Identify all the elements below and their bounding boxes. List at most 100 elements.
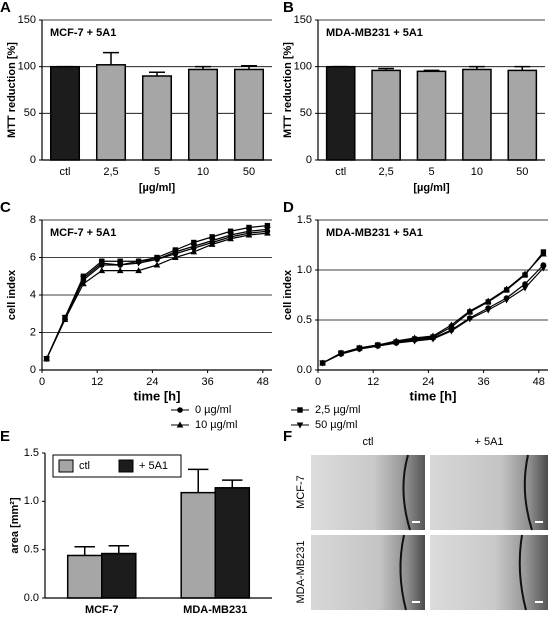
marker (503, 297, 510, 304)
annotation-bg (323, 224, 426, 241)
x-tick-label: 10 (471, 166, 483, 178)
micrograph (311, 535, 425, 610)
marker (190, 248, 198, 255)
x-tick-label: 10 (197, 166, 209, 178)
marker (337, 351, 345, 358)
bar (49, 65, 81, 161)
series-line (322, 264, 544, 364)
bar (180, 491, 216, 599)
y-tick-label: 0 (306, 154, 312, 166)
x-tick-label: 48 (257, 376, 269, 388)
x-tick-label: 36 (201, 376, 213, 388)
x-axis-label: [µg/ml] (139, 182, 176, 194)
marker (264, 222, 271, 229)
marker (466, 307, 474, 314)
x-axis-label: [µg/ml] (413, 182, 450, 194)
x-tick-label: 36 (477, 376, 489, 388)
marker (117, 258, 123, 264)
x-tick-label: MDA-MB231 (183, 604, 247, 615)
marker (135, 260, 142, 267)
panel-letter: F (283, 428, 292, 445)
annotation-bg (47, 224, 120, 241)
marker (135, 267, 142, 274)
marker (245, 228, 253, 235)
bar (66, 554, 103, 599)
annotation: MCF-7 + 5A1 (50, 227, 116, 239)
legend-marker (297, 407, 303, 413)
x-tick-label: 50 (516, 166, 528, 178)
y-tick-label: 4 (30, 289, 36, 301)
x-tick-label: ctl (60, 166, 71, 178)
wound-edge (399, 534, 407, 611)
marker (227, 228, 234, 234)
legend-label: 50 µg/ml (315, 419, 357, 431)
marker (521, 285, 529, 292)
y-tick-label: 1.5 (297, 214, 312, 226)
row-label: MDA-MB231 (295, 541, 307, 604)
marker (208, 238, 216, 245)
column-label: + 5A1 (474, 436, 503, 448)
error-bar (108, 545, 129, 554)
y-tick-label: 0.0 (24, 592, 39, 604)
annotation-bg (47, 24, 120, 41)
y-axis-label: cell index (282, 269, 294, 320)
y-tick-label: 0 (30, 364, 36, 376)
y-axis-label: area [mm²] (9, 497, 21, 554)
column-label: ctl (363, 436, 374, 448)
marker (466, 316, 474, 323)
y-tick-label: 50 (300, 107, 312, 119)
x-tick-label: 12 (91, 376, 103, 388)
row-label: MCF-7 (295, 475, 307, 509)
marker (540, 250, 547, 257)
legend-swatch (58, 459, 74, 473)
x-tick-label: ctl (335, 166, 346, 178)
legend-marker (176, 421, 184, 428)
series-line (46, 228, 268, 359)
marker (503, 285, 510, 292)
x-tick-label: 0 (315, 376, 321, 388)
y-axis-label: MTT reduction [%] (6, 42, 18, 138)
wound-edge (402, 454, 411, 531)
marker (411, 338, 418, 345)
series-line (322, 251, 544, 364)
marker (264, 226, 271, 233)
bar (371, 69, 401, 161)
x-tick-label: 24 (146, 376, 158, 388)
x-tick-label: 0 (39, 376, 45, 388)
bar (507, 69, 538, 161)
bar (214, 487, 251, 599)
marker (172, 254, 179, 260)
marker (540, 265, 547, 272)
x-axis-label: time [h] (410, 388, 457, 403)
legend-marker (177, 407, 183, 413)
marker (484, 307, 492, 314)
x-tick-label: 48 (533, 376, 545, 388)
y-tick-label: 1.0 (297, 264, 312, 276)
marker (319, 360, 326, 367)
marker (98, 267, 106, 274)
series-line (46, 232, 268, 360)
annotation-bg (323, 24, 426, 41)
panel-letter: B (283, 0, 294, 16)
marker (153, 256, 161, 263)
x-tick-label: 5 (154, 166, 160, 178)
marker (392, 340, 400, 347)
marker (374, 343, 382, 350)
bar (462, 68, 492, 161)
x-tick-label: MCF-7 (85, 604, 119, 615)
x-tick-label: 24 (422, 376, 434, 388)
annotation: MDA-MB231 + 5A1 (326, 227, 423, 239)
y-tick-label: 150 (18, 14, 36, 26)
marker (448, 321, 455, 328)
wound-edge (518, 534, 527, 611)
y-axis-label: cell index (6, 269, 18, 320)
y-tick-label: 50 (24, 107, 36, 119)
panel-letter: C (0, 199, 11, 216)
x-tick-label: 2,5 (103, 166, 118, 178)
marker (80, 280, 87, 287)
error-bar (74, 546, 95, 556)
y-tick-label: 1.0 (24, 495, 39, 507)
annotation: MDA-MB231 + 5A1 (326, 27, 423, 39)
y-tick-label: 8 (30, 214, 36, 226)
marker (80, 275, 87, 282)
